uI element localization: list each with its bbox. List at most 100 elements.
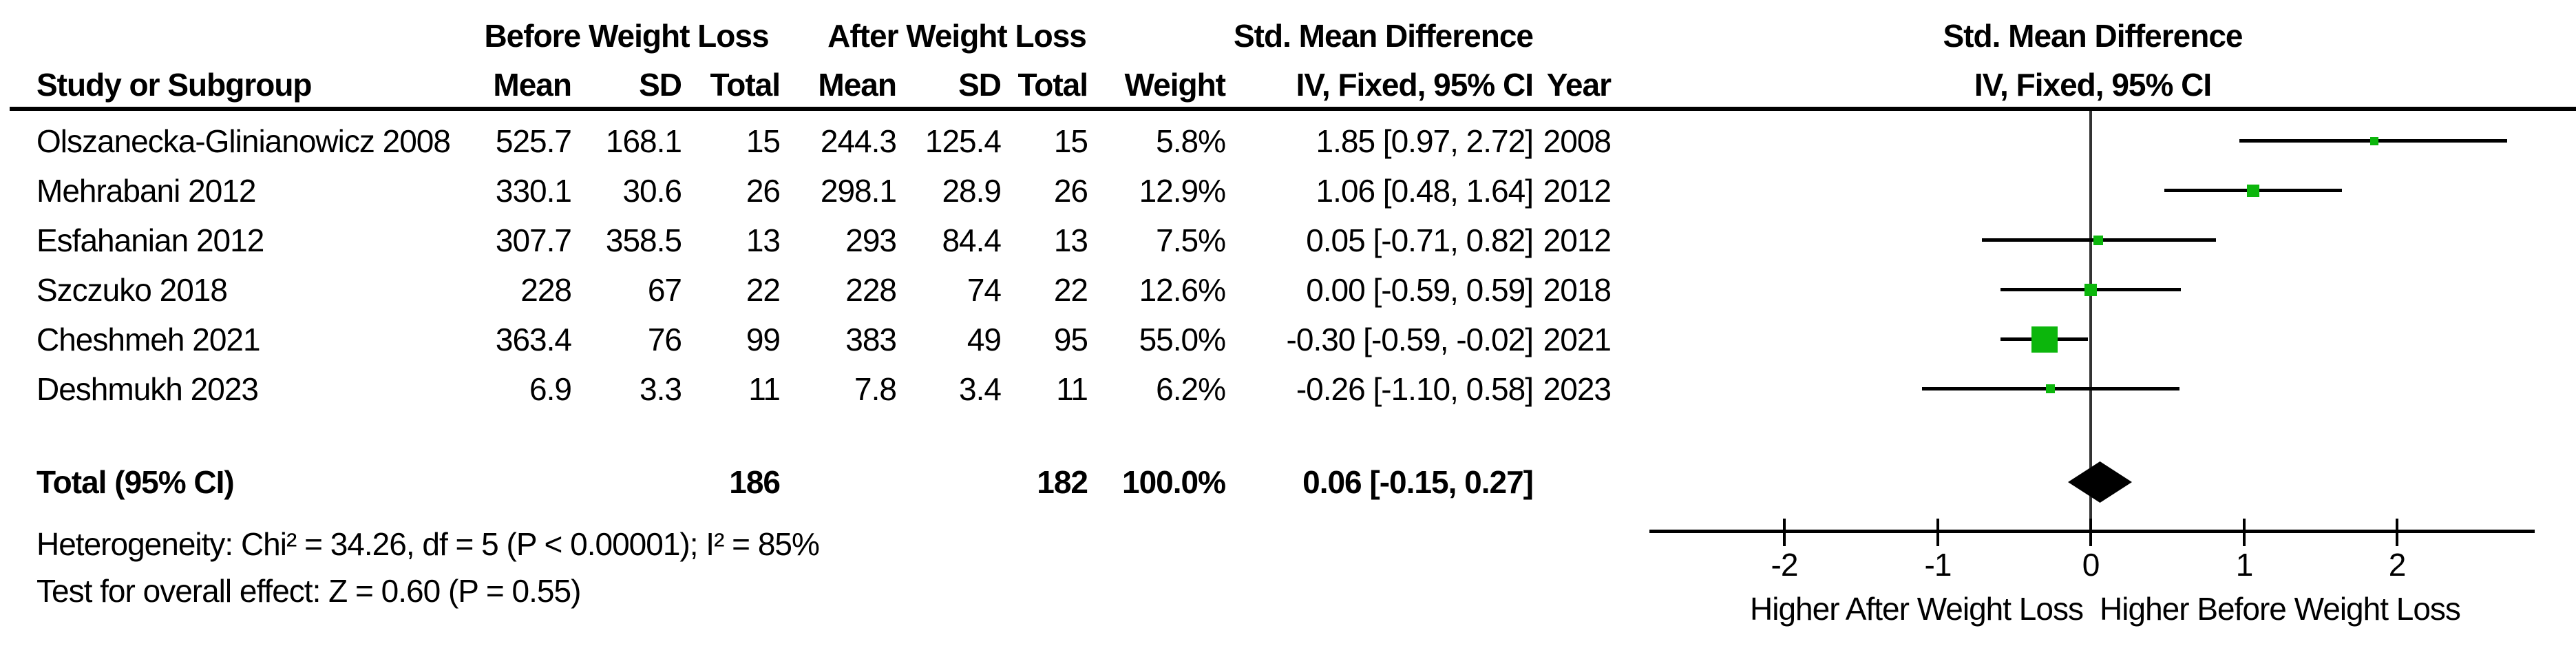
ci-value: -0.26 [-1.10, 0.58] xyxy=(1296,371,1534,407)
after-sd: 28.9 xyxy=(942,173,1002,209)
weight-value: 5.8% xyxy=(1156,123,1226,159)
ci-value: 1.06 [0.48, 1.64] xyxy=(1316,173,1534,209)
x-axis-line xyxy=(1649,530,2535,533)
before-total: 13 xyxy=(746,222,781,258)
study-row: Szczuko 2018 228 67 22 228 74 22 12.6% 0… xyxy=(0,265,2576,315)
after-total: 26 xyxy=(1053,173,1088,209)
col-header-study: Study or Subgroup xyxy=(36,67,313,103)
axis-tick xyxy=(1936,519,1939,546)
after-sd: 84.4 xyxy=(942,222,1002,258)
overall-effect-text: Test for overall effect: Z = 0.60 (P = 0… xyxy=(36,573,581,609)
heterogeneity-text: Heterogeneity: Chi² = 34.26, df = 5 (P <… xyxy=(36,526,820,562)
col-header-before-mean: Mean xyxy=(493,67,572,103)
header-before-weight-loss: Before Weight Loss xyxy=(484,18,769,54)
before-total: 26 xyxy=(746,173,781,209)
total-diamond xyxy=(2068,461,2132,503)
col-header-after-sd: SD xyxy=(958,67,1002,103)
axis-tick xyxy=(2089,519,2092,546)
total-before-total: 186 xyxy=(729,464,781,500)
axis-tick-label: 0 xyxy=(2082,547,2100,583)
after-sd: 49 xyxy=(967,322,1002,357)
total-label: Total (95% CI) xyxy=(36,464,235,500)
effect-marker xyxy=(2031,326,2058,353)
study-label: Esfahanian 2012 xyxy=(36,222,264,258)
after-total: 11 xyxy=(1056,371,1088,407)
year-value: 2021 xyxy=(1543,322,1612,357)
effect-marker xyxy=(2084,284,2097,296)
year-value: 2012 xyxy=(1543,222,1612,258)
axis-tick-label: 2 xyxy=(2388,547,2407,583)
before-mean: 307.7 xyxy=(495,222,572,258)
before-sd: 168.1 xyxy=(605,123,682,159)
study-label: Cheshmeh 2021 xyxy=(36,322,261,357)
weight-value: 7.5% xyxy=(1156,222,1226,258)
overall-effect-row: Test for overall effect: Z = 0.60 (P = 0… xyxy=(0,566,2576,616)
study-label: Mehrabani 2012 xyxy=(36,173,256,209)
before-sd: 67 xyxy=(647,272,682,308)
total-after-total: 182 xyxy=(1037,464,1088,500)
year-value: 2012 xyxy=(1543,173,1612,209)
axis-tick-label: -2 xyxy=(1771,547,1799,583)
before-sd: 358.5 xyxy=(605,222,682,258)
after-total: 95 xyxy=(1053,322,1088,357)
study-row: Cheshmeh 2021 363.4 76 99 383 49 95 55.0… xyxy=(0,315,2576,364)
axis-label-left: Higher After Weight Loss xyxy=(1750,591,2084,627)
weight-value: 55.0% xyxy=(1139,322,1226,357)
study-row: Mehrabani 2012 330.1 30.6 26 298.1 28.9 … xyxy=(0,166,2576,216)
after-sd: 3.4 xyxy=(959,371,1002,407)
before-mean: 330.1 xyxy=(495,173,572,209)
ci-value: -0.30 [-0.59, -0.02] xyxy=(1286,322,1534,357)
before-sd: 3.3 xyxy=(640,371,682,407)
col-header-weight: Weight xyxy=(1124,67,1226,103)
ci-value: 0.05 [-0.71, 0.82] xyxy=(1306,222,1534,258)
study-label: Olszanecka-Glinianowicz 2008 xyxy=(36,123,451,159)
col-header-before-sd: SD xyxy=(639,67,682,103)
after-sd: 74 xyxy=(967,272,1002,308)
before-total: 22 xyxy=(746,272,781,308)
after-total: 15 xyxy=(1053,123,1088,159)
effect-marker xyxy=(2046,384,2055,393)
total-ci: 0.06 [-0.15, 0.27] xyxy=(1302,464,1534,500)
after-mean: 298.1 xyxy=(820,173,897,209)
year-value: 2008 xyxy=(1543,123,1612,159)
after-mean: 244.3 xyxy=(820,123,897,159)
study-label: Szczuko 2018 xyxy=(36,272,228,308)
before-total: 15 xyxy=(746,123,781,159)
col-header-after-total: Total xyxy=(1017,67,1088,103)
before-total: 11 xyxy=(748,371,781,407)
col-header-year: Year xyxy=(1546,67,1612,103)
axis-tick-label: -1 xyxy=(1924,547,1952,583)
ci-value: 1.85 [0.97, 2.72] xyxy=(1316,123,1534,159)
axis-tick-label: 1 xyxy=(2235,547,2254,583)
before-total: 99 xyxy=(746,322,781,357)
header-separator-line xyxy=(10,107,2576,111)
col-header-before-total: Total xyxy=(710,67,781,103)
axis-tick xyxy=(2396,519,2398,546)
total-weight: 100.0% xyxy=(1121,464,1226,500)
study-row: Olszanecka-Glinianowicz 2008 525.7 168.1… xyxy=(0,116,2576,166)
after-mean: 7.8 xyxy=(854,371,897,407)
header-row-groups: Before Weight Loss After Weight Loss Std… xyxy=(0,15,2576,56)
before-mean: 525.7 xyxy=(495,123,572,159)
weight-value: 6.2% xyxy=(1156,371,1226,407)
study-label: Deshmukh 2023 xyxy=(36,371,259,407)
before-mean: 228 xyxy=(520,272,572,308)
before-mean: 363.4 xyxy=(495,322,572,357)
header-after-weight-loss: After Weight Loss xyxy=(827,18,1087,54)
zero-line xyxy=(2089,111,2092,531)
header-effect-measure: Std. Mean Difference xyxy=(1234,18,1534,54)
before-mean: 6.9 xyxy=(529,371,572,407)
year-value: 2023 xyxy=(1543,371,1612,407)
header-row-columns: Study or Subgroup Mean SD Total Mean SD … xyxy=(0,64,2576,105)
study-row: Esfahanian 2012 307.7 358.5 13 293 84.4 … xyxy=(0,216,2576,265)
col-header-after-mean: Mean xyxy=(818,67,897,103)
effect-marker xyxy=(2370,137,2378,145)
total-row: Total (95% CI) 186 182 100.0% 0.06 [-0.1… xyxy=(0,457,2576,507)
weight-value: 12.9% xyxy=(1139,173,1226,209)
axis-label-right: Higher Before Weight Loss xyxy=(2100,591,2461,627)
before-sd: 76 xyxy=(647,322,682,357)
heterogeneity-row: Heterogeneity: Chi² = 34.26, df = 5 (P <… xyxy=(0,519,2576,569)
col-header-ci: IV, Fixed, 95% CI xyxy=(1296,67,1534,103)
axis-tick xyxy=(1783,519,1786,546)
